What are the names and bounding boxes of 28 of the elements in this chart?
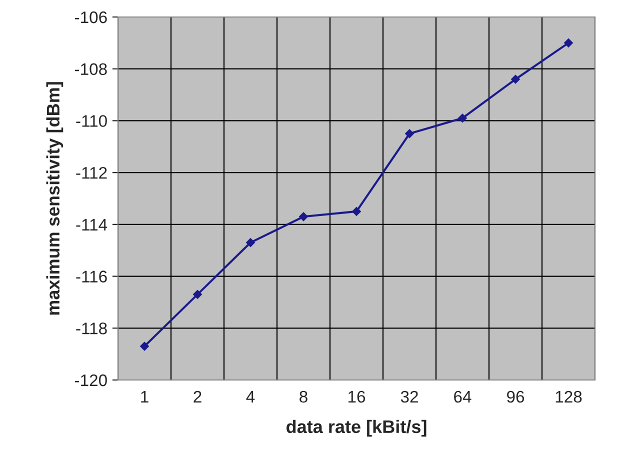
x-tick-label: 32 xyxy=(400,390,418,403)
x-axis-title: data rate [kBit/s] xyxy=(286,420,426,437)
x-tick-label: 2 xyxy=(194,390,202,402)
x-tick-label: 1 xyxy=(141,391,148,402)
y-axis-title: maximum sensitivity [dBm] xyxy=(46,82,64,315)
point xyxy=(352,207,361,216)
point xyxy=(458,114,467,123)
y-tick-label: -114 xyxy=(76,219,108,230)
y-tick-label: -118 xyxy=(76,322,107,334)
y-tick-label: -112 xyxy=(76,166,107,179)
point xyxy=(564,38,573,48)
x-tick-label: 128 xyxy=(556,390,582,403)
y-tick-label: -108 xyxy=(74,63,107,76)
y-tick-label: -110 xyxy=(76,115,107,127)
point xyxy=(511,74,520,84)
point xyxy=(193,290,202,299)
point xyxy=(246,238,255,248)
x-tick-label: 16 xyxy=(348,390,366,403)
x-tick-label: 96 xyxy=(507,390,524,403)
y-tick-label: -106 xyxy=(74,11,107,24)
x-tick-label: 4 xyxy=(246,391,255,402)
x-tick-label: 64 xyxy=(454,390,472,403)
x-tick-label: 8 xyxy=(300,390,308,403)
point xyxy=(405,129,414,138)
y-tick-label: -116 xyxy=(76,270,107,282)
y-tick-label: -120 xyxy=(74,374,107,386)
point xyxy=(299,212,308,222)
point xyxy=(140,342,149,351)
